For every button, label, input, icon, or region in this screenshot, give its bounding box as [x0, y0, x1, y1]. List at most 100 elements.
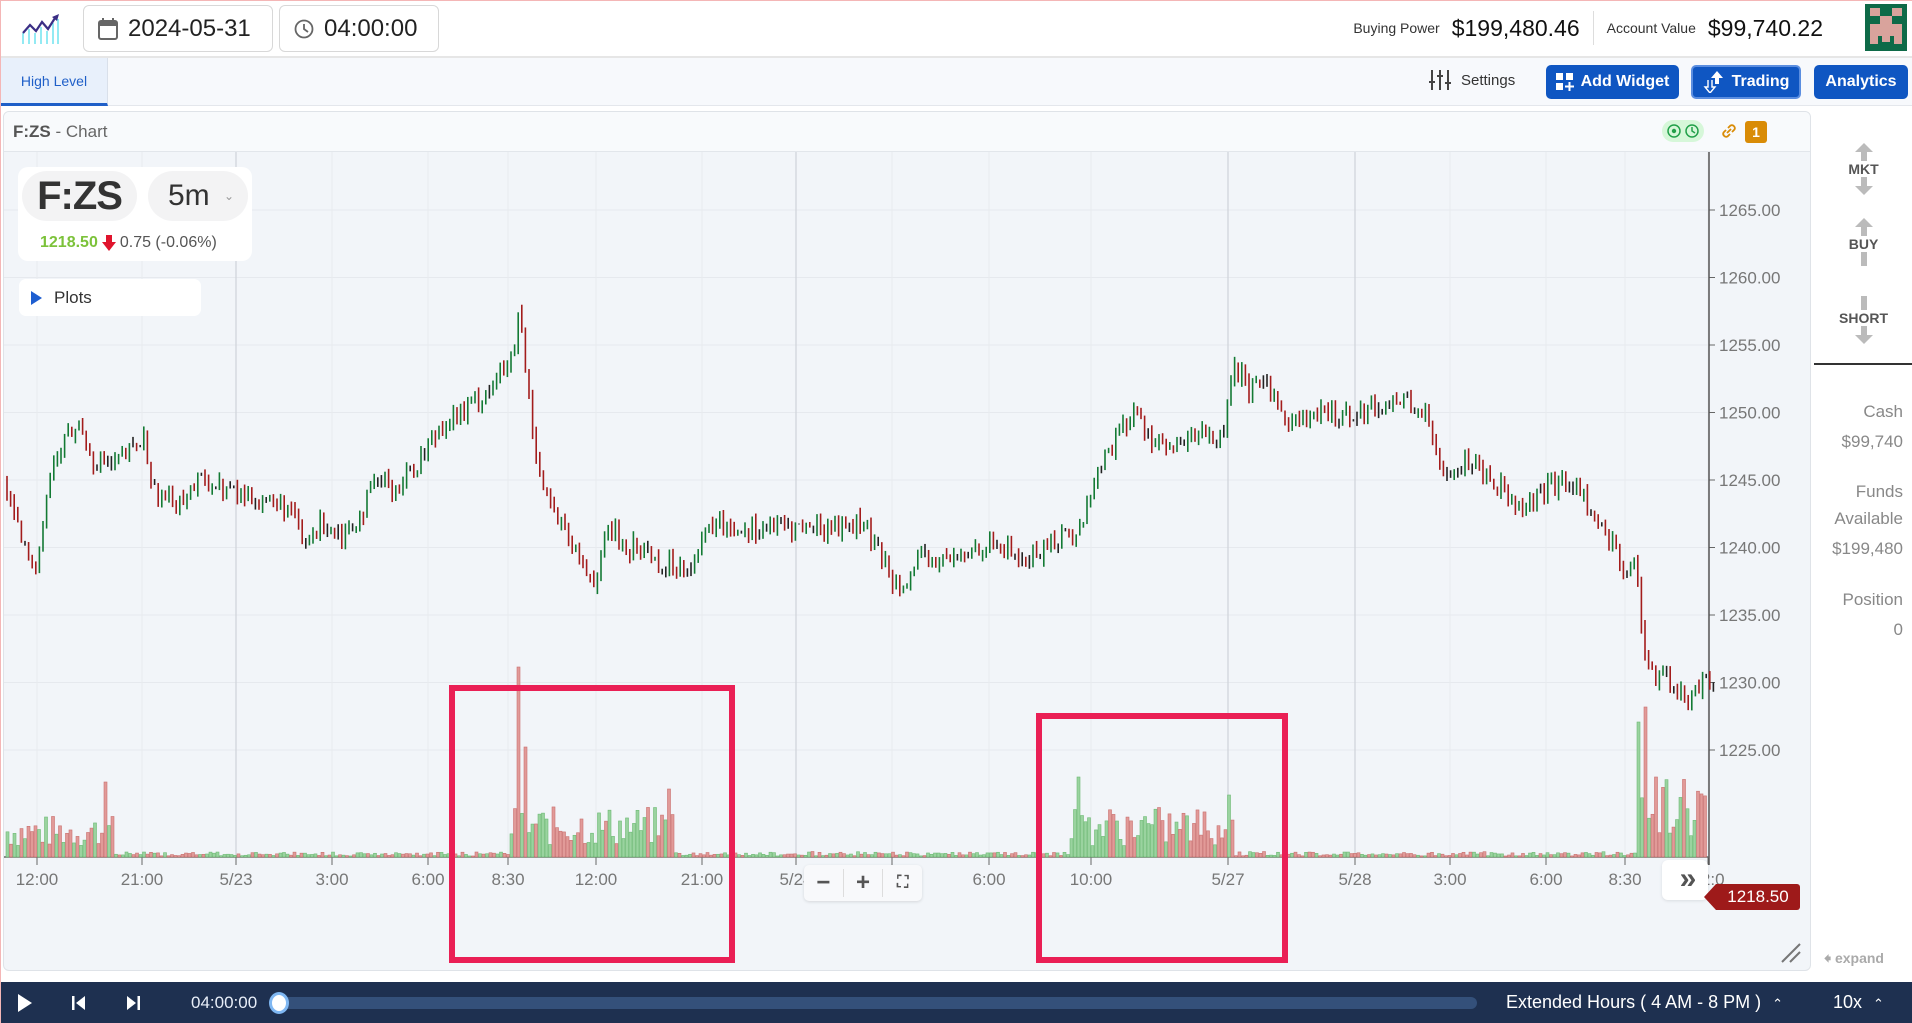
mkt-label: MKT	[1848, 161, 1879, 177]
last-price: 1218.50	[40, 234, 98, 251]
top-header: 2024-05-31 04:00:00 Buying Power $199,48…	[1, 1, 1912, 58]
tab-high-level[interactable]: High Level	[1, 58, 108, 106]
play-icon[interactable]	[17, 993, 33, 1013]
cash-value: $99,740	[1841, 432, 1903, 451]
current-price-tag: 1218.50	[1704, 884, 1800, 910]
arrow-up-icon	[1854, 218, 1873, 227]
zoom-in-button[interactable]: +	[844, 869, 884, 897]
svg-text:8:30: 8:30	[491, 870, 524, 889]
svg-text:21:00: 21:00	[681, 870, 724, 889]
svg-text:1225.00: 1225.00	[1719, 741, 1780, 760]
short-button[interactable]: SHORT	[1814, 296, 1912, 344]
settings-label: Settings	[1461, 71, 1516, 89]
expand-panel-link[interactable]: 🠸 expand	[1824, 948, 1884, 972]
symbol-card: F:ZS 5m ⌄ 1218.50 0.75 (-0.06%)	[18, 167, 252, 261]
arrow-up-icon	[1854, 143, 1873, 152]
plots-toggle[interactable]: Plots	[19, 279, 201, 316]
playback-bar: 04:00:00 Extended Hours ( 4 AM - 8 PM ) …	[1, 982, 1912, 1023]
link-icon[interactable]	[1720, 122, 1738, 140]
svg-text:1255.00: 1255.00	[1719, 336, 1780, 355]
settings-button[interactable]: Settings	[1429, 70, 1515, 90]
price-chart[interactable]: 1265.00 1260.00 1255.00 1250.00 1245.00 1240.…	[4, 152, 1811, 971]
cash-label: Cash	[1863, 402, 1903, 421]
timeframe-value: 5m	[168, 179, 210, 212]
timeframe-dropdown[interactable]: 5m ⌄	[148, 171, 248, 221]
resize-handle-icon[interactable]	[1780, 942, 1802, 964]
avatar[interactable]	[1865, 4, 1907, 51]
expand-triangle-icon	[31, 290, 42, 305]
svg-text:5/23: 5/23	[219, 870, 252, 889]
date-value: 2024-05-31	[128, 14, 251, 42]
zoom-out-button[interactable]: −	[804, 869, 844, 897]
plots-label: Plots	[54, 287, 92, 307]
account-summary: Buying Power $199,480.46 Account Value $…	[1353, 11, 1823, 45]
market-order-button[interactable]: MKT	[1814, 143, 1912, 195]
speed-dropdown[interactable]: 10x ⌃	[1833, 992, 1884, 1013]
divider	[1814, 363, 1912, 365]
highlight-box	[449, 685, 735, 963]
svg-text:1235.00: 1235.00	[1719, 606, 1780, 625]
live-status-pill[interactable]	[1662, 120, 1704, 142]
buying-power-label: Buying Power	[1353, 20, 1440, 36]
svg-text:8:30: 8:30	[1608, 870, 1641, 889]
buy-button[interactable]: BUY	[1814, 218, 1912, 266]
date-picker[interactable]: 2024-05-31	[83, 5, 273, 52]
time-picker[interactable]: 04:00:00	[279, 5, 439, 52]
svg-text:6:00: 6:00	[1529, 870, 1562, 889]
app-logo-icon[interactable]	[21, 13, 61, 45]
widget-title-suffix: - Chart	[50, 122, 108, 141]
order-panel: MKT BUY SHORT Cash $99,740 Funds Availab…	[1814, 108, 1912, 976]
svg-text:1245.00: 1245.00	[1719, 471, 1780, 490]
chart-widget: F:ZS - Chart 1 1265.00 1260.00 1255.00 1250…	[3, 111, 1811, 971]
playback-timeline-slider[interactable]	[277, 997, 1477, 1009]
svg-text:10:00: 10:00	[1070, 870, 1113, 889]
svg-text:1260.00: 1260.00	[1719, 269, 1780, 288]
clock-icon	[294, 19, 314, 38]
trading-button[interactable]: Trading	[1691, 65, 1801, 99]
short-label: SHORT	[1839, 310, 1888, 326]
buying-power-value: $199,480.46	[1451, 14, 1580, 41]
link-group-badge[interactable]: 1	[1745, 121, 1767, 143]
svg-text:21:00: 21:00	[121, 870, 164, 889]
svg-text:12:00: 12:00	[575, 870, 618, 889]
scroll-to-latest-button[interactable]: »	[1662, 860, 1708, 900]
fullscreen-button[interactable]: ⛶	[897, 874, 909, 891]
funds-value: $199,480	[1832, 539, 1903, 558]
price-summary: 1218.50 0.75 (-0.06%)	[40, 234, 217, 252]
step-forward-icon[interactable]	[125, 993, 141, 1013]
toolbar: High Level Settings Add Widget Trading A…	[1, 58, 1912, 106]
arrow-down-icon	[101, 235, 116, 251]
svg-text:3:00: 3:00	[1433, 870, 1466, 889]
position-value: 0	[1893, 620, 1903, 639]
svg-text:6:00: 6:00	[972, 870, 1005, 889]
speed-label: 10x	[1833, 992, 1863, 1012]
time-value: 04:00:00	[324, 14, 418, 42]
expand-label: expand	[1834, 950, 1884, 966]
svg-text:3:00: 3:00	[315, 870, 348, 889]
zoom-controls: − + ⛶	[804, 865, 922, 901]
symbol-selector[interactable]: F:ZS	[22, 171, 137, 221]
add-widget-button[interactable]: Add Widget	[1546, 65, 1679, 99]
chevron-up-icon: ⌃	[1873, 996, 1884, 1011]
svg-text:1230.00: 1230.00	[1719, 674, 1780, 693]
svg-text:12:00: 12:00	[16, 870, 59, 889]
account-value-value: $99,740.22	[1707, 14, 1823, 41]
add-widget-icon	[1555, 73, 1574, 91]
playback-slider-knob[interactable]	[269, 992, 289, 1014]
buy-label: BUY	[1848, 236, 1879, 252]
widget-header: F:ZS - Chart 1	[4, 112, 1810, 152]
step-back-icon[interactable]	[71, 993, 87, 1013]
calendar-icon	[98, 17, 118, 40]
svg-text:5/27: 5/27	[1211, 870, 1244, 889]
funds-label-line2: Available	[1834, 509, 1903, 528]
record-icon	[1667, 124, 1699, 138]
chevron-up-icon: ⌃	[1772, 996, 1784, 1011]
svg-text:1240.00: 1240.00	[1719, 539, 1780, 558]
session-hours-dropdown[interactable]: Extended Hours ( 4 AM - 8 PM ) ⌃	[1506, 992, 1783, 1013]
highlight-box	[1036, 713, 1288, 963]
arrow-down-icon	[1854, 186, 1873, 195]
analytics-button[interactable]: Analytics	[1814, 65, 1908, 99]
position-label: Position	[1842, 590, 1903, 609]
session-hours-label: Extended Hours ( 4 AM - 8 PM )	[1506, 992, 1762, 1012]
account-value-label: Account Value	[1606, 20, 1696, 36]
